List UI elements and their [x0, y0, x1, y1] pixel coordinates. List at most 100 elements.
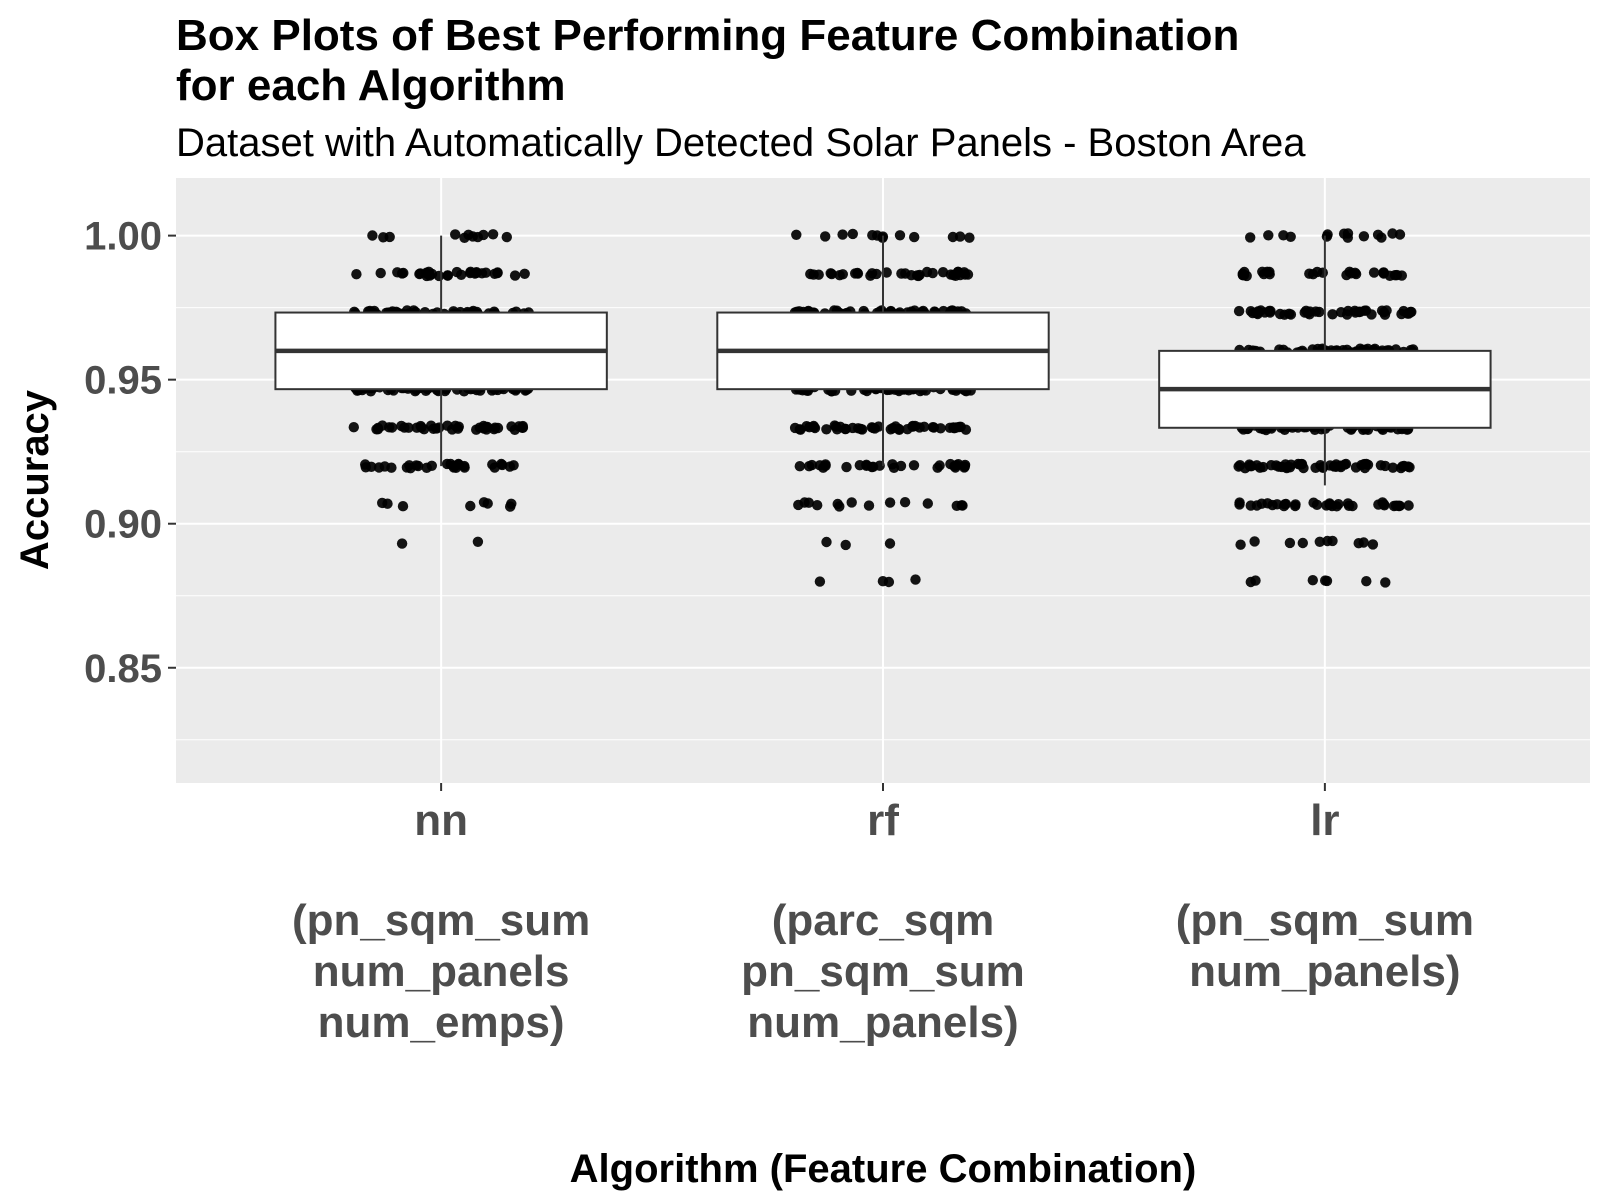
data-point — [464, 267, 476, 279]
x-feature-label: pn_sqm_sum — [741, 947, 1025, 996]
data-point — [1338, 228, 1350, 239]
data-point — [803, 461, 815, 472]
data-point — [1380, 460, 1391, 472]
data-point — [1376, 232, 1387, 243]
data-point — [894, 424, 905, 435]
data-point — [791, 229, 802, 240]
data-point — [1245, 500, 1257, 511]
data-point — [909, 231, 920, 243]
data-point — [415, 420, 426, 432]
data-point — [1278, 500, 1290, 512]
data-point — [487, 229, 499, 240]
y-axis-title: Accuracy — [13, 389, 57, 570]
data-point — [1378, 267, 1389, 278]
data-point — [884, 538, 896, 549]
data-point — [504, 461, 516, 472]
data-point — [814, 460, 826, 471]
data-point — [519, 268, 530, 279]
box-rf — [716, 235, 1050, 467]
data-point — [478, 420, 489, 432]
data-point — [351, 269, 362, 280]
data-point — [1304, 309, 1315, 320]
data-point — [1297, 537, 1309, 549]
data-point — [450, 229, 461, 240]
data-point — [1290, 499, 1301, 510]
y-axis: 0.85 0.90 0.95 1.00 — [84, 215, 176, 691]
data-point — [1380, 577, 1391, 588]
data-point — [866, 268, 878, 279]
y-tick-label: 0.95 — [84, 359, 162, 403]
data-point — [382, 498, 393, 509]
data-point — [1327, 535, 1338, 547]
data-point — [888, 462, 900, 473]
y-tick-label: 0.85 — [84, 647, 162, 691]
data-point — [480, 267, 492, 278]
data-point — [863, 500, 875, 511]
data-point — [375, 267, 386, 279]
data-point — [1250, 575, 1261, 586]
data-point — [803, 497, 814, 508]
data-point — [465, 500, 476, 512]
data-point — [1361, 576, 1372, 587]
data-point — [934, 460, 945, 471]
box-lr — [1158, 235, 1492, 486]
data-point — [927, 267, 938, 279]
data-point — [397, 501, 409, 512]
data-point — [482, 498, 493, 509]
data-point — [1378, 499, 1390, 510]
data-point — [789, 422, 801, 434]
data-point — [448, 460, 459, 471]
data-point — [1315, 460, 1326, 471]
data-point — [830, 421, 842, 432]
data-point — [1266, 460, 1277, 471]
y-tick-label: 0.90 — [84, 503, 162, 547]
data-point — [348, 422, 359, 433]
data-point — [908, 460, 920, 471]
data-point — [487, 459, 498, 470]
data-point — [922, 498, 933, 509]
data-point — [513, 421, 525, 432]
x-axis-title: Algorithm (Feature Combination) — [570, 1147, 1197, 1191]
data-point — [937, 267, 949, 278]
data-point — [1256, 498, 1267, 509]
data-point — [478, 229, 489, 241]
data-point — [404, 460, 415, 471]
data-point — [459, 232, 470, 243]
data-point — [367, 230, 378, 241]
data-point — [1314, 536, 1326, 547]
data-point — [396, 538, 408, 549]
data-point — [1376, 305, 1388, 316]
chart-subtitle: Dataset with Automatically Detected Sola… — [176, 121, 1306, 165]
data-point — [1308, 497, 1319, 508]
data-point — [956, 500, 967, 511]
data-point — [1398, 305, 1409, 317]
data-point — [837, 229, 848, 240]
x-feature-label: num_panels) — [1189, 947, 1460, 996]
data-point — [883, 576, 895, 588]
data-point — [852, 268, 864, 279]
data-point — [841, 461, 852, 473]
data-point — [820, 231, 831, 242]
data-point — [442, 270, 454, 281]
data-point — [884, 497, 896, 508]
data-point — [899, 497, 911, 508]
data-point — [1362, 459, 1374, 470]
x-feature-label: num_panels) — [747, 998, 1018, 1047]
data-point — [509, 270, 521, 281]
data-point — [801, 421, 812, 432]
data-point — [812, 500, 823, 511]
chart-title-line2: for each Algorithm — [176, 61, 566, 110]
data-point — [1354, 306, 1365, 318]
data-point — [1358, 231, 1370, 242]
data-point — [1249, 536, 1260, 547]
data-point — [450, 420, 461, 431]
data-point — [1325, 499, 1336, 510]
data-point — [808, 269, 819, 280]
data-point — [1335, 461, 1347, 473]
data-point — [894, 230, 906, 241]
data-point — [1368, 267, 1380, 278]
data-point — [885, 424, 896, 435]
x-feature-label: num_panels — [313, 947, 570, 996]
